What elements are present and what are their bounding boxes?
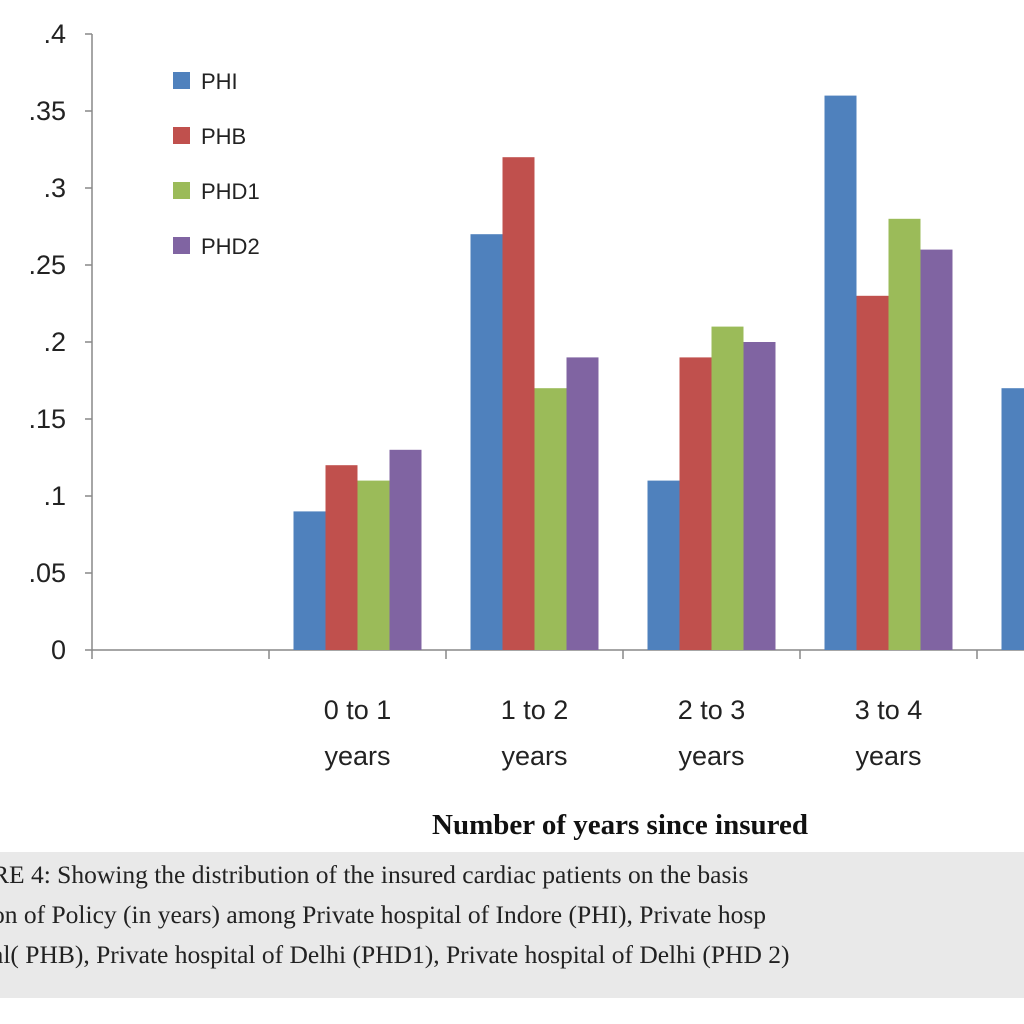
legend: PHI PHB PHD1 PHD2 — [173, 69, 260, 259]
bar-phb — [502, 157, 535, 650]
bar-phd1 — [357, 480, 390, 650]
bar-phi — [293, 511, 326, 650]
legend-label-phd1: PHD1 — [201, 179, 260, 204]
legend-label-phd2: PHD2 — [201, 234, 260, 259]
bar-phb — [325, 465, 358, 650]
x-axis: 0 to 1 years 1 to 2 years 2 to 3 years 3 to 4 y… — [91, 649, 1024, 771]
x-category-label: 0 to 1 — [324, 695, 392, 725]
x-category-label: 3 to 4 — [855, 695, 923, 725]
bar-phb — [856, 295, 889, 650]
bars — [293, 95, 1024, 651]
legend-swatch-phd1 — [173, 182, 190, 199]
bar-phd2 — [920, 249, 953, 650]
y-tick-label: .1 — [43, 481, 66, 511]
legend-label-phi: PHI — [201, 69, 238, 94]
legend-swatch-phd2 — [173, 237, 190, 254]
bar-phd2 — [566, 357, 599, 650]
y-tick-label: .4 — [43, 19, 66, 49]
caption-line-3: al( PHB), Private hospital of Delhi (PHD… — [0, 940, 790, 969]
bar-phd2 — [743, 342, 776, 650]
y-tick-label: .35 — [28, 96, 66, 126]
x-category-label: years — [855, 741, 921, 771]
x-category-label: 2 to 3 — [678, 695, 746, 725]
y-tick-label: .3 — [43, 173, 66, 203]
bar-phd2 — [389, 449, 422, 650]
bar-phd1 — [534, 388, 567, 650]
x-category-label: 1 to 2 — [501, 695, 569, 725]
figure-caption: RE 4: Showing the distribution of the in… — [0, 852, 1024, 998]
bar-phd1 — [888, 218, 921, 651]
caption-line-2: on of Policy (in years) among Private ho… — [0, 900, 767, 929]
y-tick-label: .15 — [28, 404, 66, 434]
bar-phi — [647, 480, 680, 650]
bar-phb — [679, 357, 712, 650]
x-category-label: years — [678, 741, 744, 771]
bar-chart: .4 .35 .3 .25 .2 .15 .1 .05 0 0 to 1 years 1 to 2 y… — [28, 19, 1024, 841]
y-tick-label: 0 — [51, 635, 66, 665]
x-category-label: years — [324, 741, 390, 771]
y-axis: .4 .35 .3 .25 .2 .15 .1 .05 0 — [28, 19, 93, 665]
legend-label-phb: PHB — [201, 124, 246, 149]
y-tick-label: .25 — [28, 250, 66, 280]
bar-phi — [470, 234, 503, 650]
x-axis-title: Number of years since insured — [432, 809, 808, 841]
bar-phi — [1001, 388, 1024, 650]
caption-line-1: RE 4: Showing the distribution of the in… — [0, 860, 749, 889]
legend-swatch-phi — [173, 72, 190, 89]
y-tick-label: .2 — [43, 327, 66, 357]
y-tick-label: .05 — [28, 558, 66, 588]
legend-swatch-phb — [173, 127, 190, 144]
x-category-label: years — [501, 741, 567, 771]
bar-phi — [824, 95, 857, 651]
bar-phd1 — [711, 326, 744, 650]
